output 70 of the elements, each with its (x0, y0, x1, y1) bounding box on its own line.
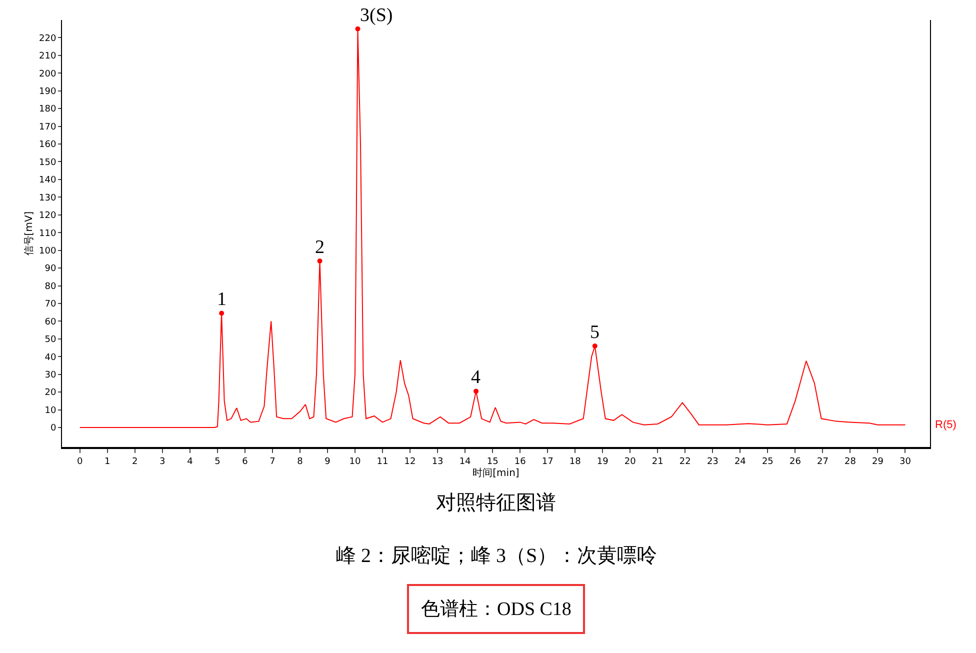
x-tick-label: 8 (297, 456, 304, 467)
y-tick-label: 150 (39, 158, 56, 168)
annotation: 2 (315, 237, 324, 258)
x-tick-label: 26 (789, 456, 802, 467)
x-tick-label: 11 (376, 456, 388, 467)
text: R(5) (935, 419, 956, 431)
y-tick-label: 50 (44, 335, 56, 346)
x-tick-label: 21 (652, 456, 664, 467)
x-tick-label: 19 (596, 456, 609, 467)
y-tick-label: 190 (39, 87, 56, 98)
y-tick-label: 110 (39, 228, 56, 239)
y-tick-label: 30 (44, 370, 56, 381)
x-tick-label: 12 (404, 456, 416, 467)
y-tick-label: 210 (39, 52, 56, 62)
y-tick-label: 140 (39, 176, 56, 186)
y-tick-label: 120 (39, 211, 56, 222)
x-tick-label: 15 (486, 456, 498, 467)
x-tick-label: 3 (160, 456, 166, 467)
y-tick-label: 100 (39, 246, 56, 256)
y-tick-label: 70 (44, 300, 56, 310)
y-tick-label: 130 (39, 193, 56, 204)
y-tick-label: 10 (44, 406, 56, 416)
x-tick-label: 27 (816, 456, 828, 467)
x-tick-label: 29 (872, 456, 884, 467)
x-tick-label: 5 (214, 456, 220, 467)
y-tick-label: 40 (44, 352, 56, 363)
text: 峰 2：尿嘧啶；峰 3（S）：次黄嘌呤 (336, 545, 658, 567)
x-tick-label: 22 (679, 456, 691, 467)
y-tick-label: 20 (44, 388, 56, 398)
text: 色谱柱：ODS C18 (421, 598, 572, 620)
x-tick-label: 7 (270, 456, 276, 467)
y-tick-label: 60 (44, 317, 56, 328)
x-tick-label: 6 (242, 456, 248, 467)
y-tick-label: 170 (39, 122, 56, 132)
x-tick-label: 16 (514, 456, 526, 467)
point (474, 388, 479, 394)
x-tick-label: 18 (569, 456, 582, 467)
y-tick-label: 80 (44, 282, 56, 292)
x-tick-label: 28 (844, 456, 856, 467)
y-tick-label: 200 (39, 69, 56, 80)
y-tick-label: 90 (44, 264, 56, 274)
point (317, 258, 322, 264)
annotation: 4 (471, 367, 481, 388)
x-tick-label: 4 (187, 456, 194, 467)
x-tick-label: 20 (624, 456, 636, 467)
y-tick-label: 220 (39, 34, 56, 44)
y-tick-label: 180 (39, 104, 56, 115)
x-axis-title: 时间[min] (472, 466, 520, 479)
text: 对照特征图谱 (436, 492, 556, 514)
x-tick-label: 25 (762, 456, 774, 467)
annotation: 1 (217, 289, 226, 310)
x-tick-label: 24 (734, 456, 746, 467)
y-tick-label: 160 (39, 140, 56, 150)
x-tick-label: 23 (706, 456, 718, 467)
point (592, 344, 598, 349)
annotation: 3(S) (360, 5, 393, 26)
x-tick-label: 9 (324, 456, 331, 467)
x-tick-label: 30 (900, 456, 912, 467)
x-tick-label: 0 (77, 456, 84, 467)
x-tick-label: 10 (349, 456, 361, 467)
x-tick-label: 1 (104, 456, 110, 467)
x-tick-label: 2 (132, 456, 138, 467)
x-tick-label: 13 (432, 456, 444, 467)
y-tick-label: 0 (50, 424, 56, 434)
annotation: 5 (590, 322, 600, 343)
point (219, 310, 224, 316)
x-tick-label: 14 (459, 456, 472, 467)
x-tick-label: 17 (542, 456, 554, 467)
y-axis-title: 信号[mV] (23, 211, 36, 256)
point (355, 26, 360, 32)
